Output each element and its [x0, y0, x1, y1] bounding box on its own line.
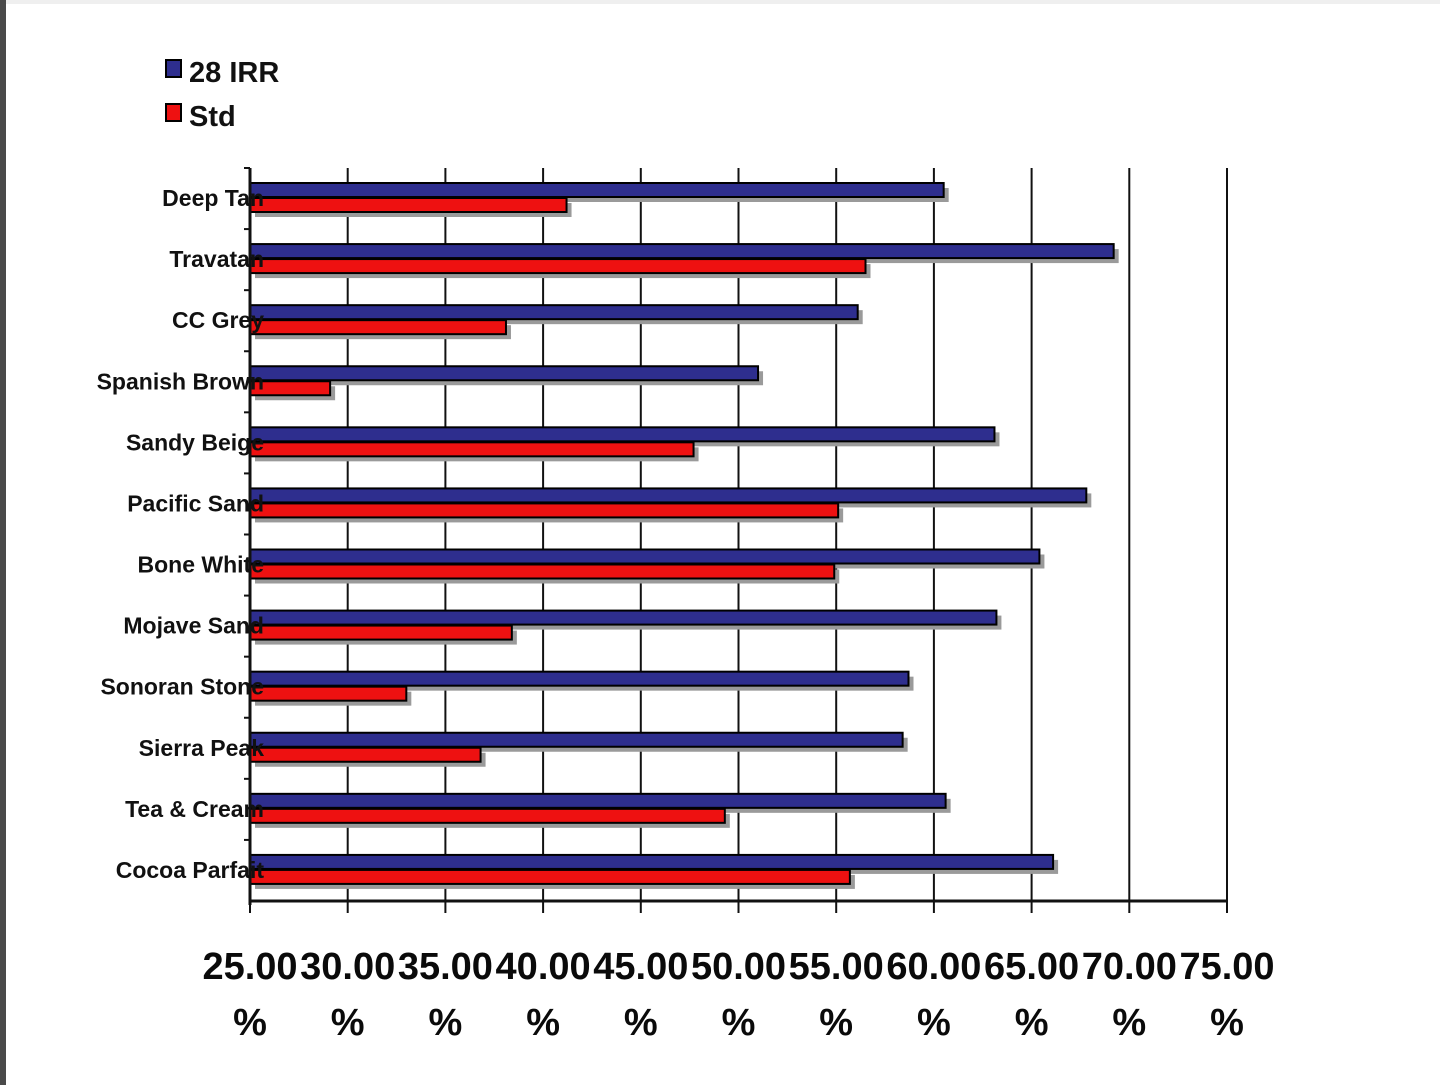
bar-std-deep-tan: [249, 197, 568, 213]
bar-28-irr-deep-tan: [249, 182, 945, 198]
category-label-tea-and-cream: Tea & Cream: [125, 796, 264, 822]
bar-std-bone-white: [249, 563, 836, 580]
x-tick-label: 60.00%: [886, 946, 981, 1044]
category-label-mojave-sand: Mojave Sand: [123, 613, 264, 639]
bar-std-pacific-sand: [249, 502, 840, 519]
category-label-spanish-brown: Spanish Brown: [97, 368, 264, 394]
top-strip: [6, 0, 1440, 4]
category-labels: Deep Tan Travatan CC Grey Spanish Brown Sand…: [97, 185, 265, 883]
category-label-cocoa-parfait: Cocoa Parfait: [116, 857, 265, 883]
x-tick-label: 45.00%: [593, 946, 688, 1044]
legend-label-28-irr: 28 IRR: [189, 57, 279, 89]
category-label-travatan: Travatan: [169, 246, 264, 272]
category-label-cc-grey: CC Grey: [172, 307, 264, 333]
legend-swatch-std: [165, 103, 182, 122]
legend-swatch-28-irr: [165, 59, 182, 78]
bar-std-travatan: [249, 258, 867, 275]
bar-std-sandy-beige: [249, 441, 695, 458]
bar-std-sonoran-stone: [249, 685, 408, 702]
x-tick-label: 25.00%: [202, 946, 297, 1044]
x-tick-label: 55.00%: [789, 946, 884, 1044]
axes: [244, 167, 1228, 913]
bar-28-irr-sonoran-stone: [249, 670, 910, 687]
bar-28-irr-pacific-sand: [249, 487, 1088, 504]
legend: 28 IRR Std: [165, 57, 279, 133]
category-label-deep-tan: Deep Tan: [162, 185, 264, 211]
bar-std-mojave-sand: [249, 624, 513, 641]
category-label-pacific-sand: Pacific Sand: [127, 490, 264, 516]
bar-28-irr-sandy-beige: [249, 426, 996, 443]
bars: [249, 182, 1119, 889]
bar-28-irr-tea-and-cream: [249, 792, 947, 809]
x-tick-label: 75.00%: [1179, 946, 1274, 1044]
x-tick-label: 40.00%: [496, 946, 591, 1044]
x-tick-label: 30.00%: [300, 946, 395, 1044]
bar-std-sierra-peak: [249, 746, 482, 763]
bar-28-irr-spanish-brown: [249, 365, 760, 382]
category-label-sonoran-stone: Sonoran Stone: [100, 674, 264, 700]
category-label-sierra-peak: Sierra Peak: [139, 735, 265, 761]
left-border: [0, 0, 6, 1085]
bar-std-tea-and-cream: [249, 807, 726, 824]
bar-28-irr-bone-white: [249, 548, 1041, 565]
bar-std-cc-grey: [249, 319, 507, 336]
x-tick-labels: 25.00 %30.00 %35.00 %40.00 %45.00 %50.00 %55.0…: [202, 946, 1274, 1044]
bar-28-irr-cc-grey: [249, 304, 859, 321]
bar-28-irr-mojave-sand: [249, 609, 998, 626]
x-tick-label: 65.00%: [984, 946, 1079, 1044]
bar-28-irr-travatan: [249, 243, 1115, 260]
category-label-sandy-beige: Sandy Beige: [126, 429, 264, 455]
bar-28-irr-cocoa-parfait: [249, 853, 1055, 870]
bar-std-cocoa-parfait: [249, 868, 851, 885]
x-tick-label: 50.00%: [691, 946, 786, 1044]
legend-label-std: Std: [189, 101, 236, 133]
category-label-bone-white: Bone White: [138, 552, 265, 578]
bar-28-irr-sierra-peak: [249, 731, 904, 748]
x-tick-label: 35.00%: [398, 946, 493, 1044]
x-tick-label: 70.00%: [1082, 946, 1177, 1044]
grid-lines: [346, 168, 1228, 901]
